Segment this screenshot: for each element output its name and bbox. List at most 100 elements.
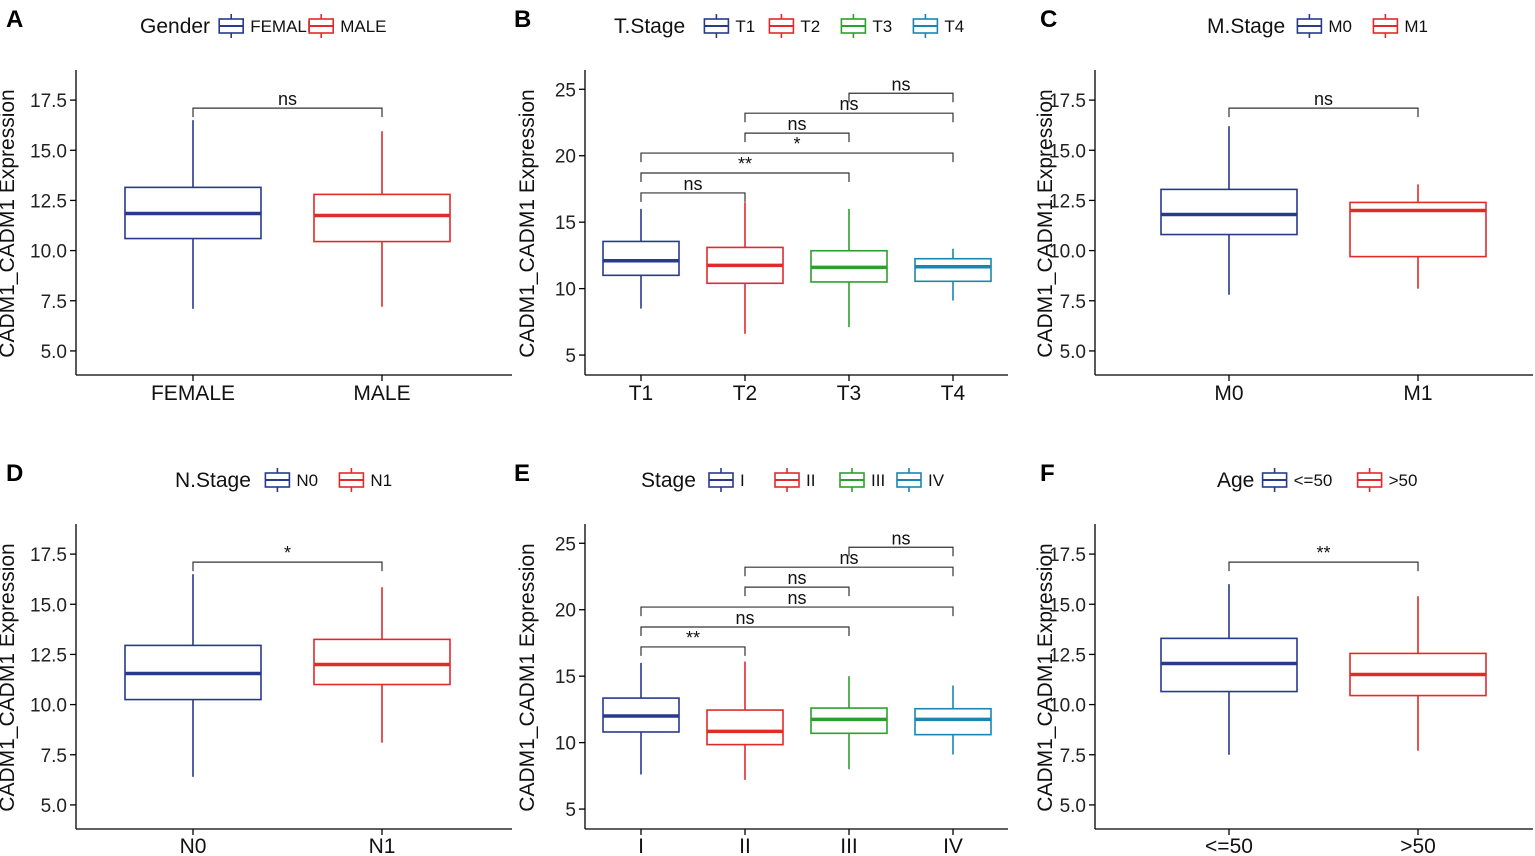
legend-key-0 <box>264 468 291 492</box>
legend-title: N.Stage <box>175 469 251 492</box>
significance-bracket-0: ns <box>192 89 383 118</box>
box-2 <box>810 676 888 770</box>
y-tick-label: 12.5 <box>30 191 67 212</box>
box-iqr <box>1160 188 1298 236</box>
legend-label-0: <=50 <box>1294 471 1333 490</box>
y-tick-label: 7.5 <box>1060 746 1086 767</box>
box-0 <box>1160 126 1298 295</box>
legend-label-1: MALE <box>340 17 386 36</box>
legend: Gender FEMALE MALE <box>140 14 386 38</box>
y-tick-label: 15.0 <box>30 595 67 616</box>
legend-label-1: T2 <box>800 17 820 36</box>
x-tick-label: >50 <box>1400 835 1436 856</box>
legend-key-2 <box>840 14 867 38</box>
legend-key-0 <box>218 14 244 38</box>
bracket-line <box>848 546 954 557</box>
legend-key-0 <box>708 468 734 492</box>
significance-bracket-5: ns <box>848 74 954 103</box>
significance-bracket-1: ns <box>640 608 850 636</box>
legend-label-1: >50 <box>1389 471 1418 490</box>
bracket-line <box>1228 561 1419 572</box>
box-3 <box>914 248 992 301</box>
legend-label-2: T3 <box>872 17 892 36</box>
x-tick-label: <=50 <box>1205 835 1253 856</box>
y-axis-title: CADM1_CADM1 Expression <box>0 89 19 357</box>
y-tick-label: 17.5 <box>30 545 67 566</box>
panel-c: C M.Stage M0 M1 5.0 7.5 10.0 12.5 15.0 17.5CADM1_… <box>1034 6 1533 405</box>
x-tick-label: M1 <box>1403 382 1432 405</box>
y-axis-title: CADM1_CADM1 Expression <box>0 543 19 811</box>
box-0 <box>602 208 680 309</box>
panel-b: B T.Stage T1 T2 T3 T4 5 10 15 20 25 CADM1_CADM1 Exp… <box>514 6 1008 405</box>
y-axis-title: CADM1_CADM1 Expression <box>1034 89 1057 357</box>
y-tick-label: 15.0 <box>1049 141 1086 162</box>
bracket-line <box>1228 107 1419 118</box>
y-tick-label: 12.5 <box>1049 645 1086 666</box>
legend: Stage I II III IV <box>641 468 945 492</box>
bracket-line <box>640 646 746 656</box>
legend-key-3 <box>896 468 922 492</box>
x-tick-label: T4 <box>941 382 966 405</box>
legend-label-3: IV <box>928 471 945 490</box>
legend-label-1: II <box>806 471 815 490</box>
y-tick-label: 10 <box>555 280 576 301</box>
significance-bracket-2: ns <box>640 588 954 617</box>
legend-title: T.Stage <box>614 15 685 38</box>
significance-label: ** <box>738 154 752 174</box>
panel-d: D N.Stage N0 N1 5.0 7.5 10.0 12.5 15.0 17.5 CADM1_… <box>0 460 512 856</box>
legend: N.Stage N0 N1 <box>175 468 392 492</box>
x-tick-label: I <box>638 835 644 856</box>
box-iqr <box>706 709 784 746</box>
y-tick-label: 7.5 <box>1060 292 1086 313</box>
panel-letter: F <box>1040 460 1055 487</box>
legend-label-0: T1 <box>735 17 755 36</box>
significance-label: ns <box>683 174 702 194</box>
legend-label-0: M0 <box>1328 17 1352 36</box>
legend-key-1 <box>1372 14 1399 38</box>
box-iqr <box>914 707 992 736</box>
panel-f: F Age <=50 >50 5.0 7.5 10.0 12.5 15.0 17.5CADM1_C… <box>1034 460 1533 856</box>
box-1 <box>1349 596 1487 751</box>
significance-bracket-0: * <box>192 543 383 572</box>
significance-bracket-5: ns <box>848 528 954 557</box>
x-tick-label: II <box>739 835 751 856</box>
y-tick-label: 10.0 <box>30 242 67 263</box>
y-tick-label: 5.0 <box>1060 342 1086 363</box>
legend-title: Stage <box>641 469 696 492</box>
legend-key-0 <box>1296 14 1323 38</box>
bracket-line <box>744 586 850 597</box>
box-iqr <box>914 257 992 283</box>
box-1 <box>706 202 784 334</box>
box-0 <box>124 574 262 777</box>
legend-label-3: T4 <box>944 17 964 36</box>
box-2 <box>810 208 888 328</box>
y-axis-title: CADM1_CADM1 Expression <box>1034 543 1057 811</box>
y-axis-title: CADM1_CADM1 Expression <box>516 89 539 357</box>
y-tick-label: 25 <box>555 80 576 101</box>
significance-label: ns <box>839 548 858 568</box>
box-1 <box>313 587 451 743</box>
significance-bracket-0: ns <box>1228 89 1419 118</box>
legend-key-1 <box>768 14 795 38</box>
panel-letter: A <box>6 6 23 33</box>
legend-label-0: N0 <box>296 471 318 490</box>
significance-label: * <box>284 543 291 563</box>
panel-letter: E <box>514 460 530 487</box>
y-tick-label: 5.0 <box>41 796 67 817</box>
bracket-line <box>640 606 954 617</box>
box-0 <box>602 662 680 775</box>
legend-key-3 <box>912 14 939 38</box>
box-0 <box>124 120 262 309</box>
box-1 <box>706 661 784 780</box>
y-tick-label: 15 <box>555 213 576 234</box>
y-tick-label: 7.5 <box>41 746 67 767</box>
box-iqr <box>602 240 680 277</box>
legend-key-1 <box>774 468 800 492</box>
significance-label: ns <box>787 588 806 608</box>
panel-letter: B <box>514 6 531 33</box>
x-tick-label: T3 <box>837 382 862 405</box>
box-1 <box>1349 184 1487 289</box>
y-tick-label: 17.5 <box>30 91 67 112</box>
significance-bracket-4: ns <box>744 548 954 577</box>
x-tick-label: N0 <box>180 835 207 856</box>
